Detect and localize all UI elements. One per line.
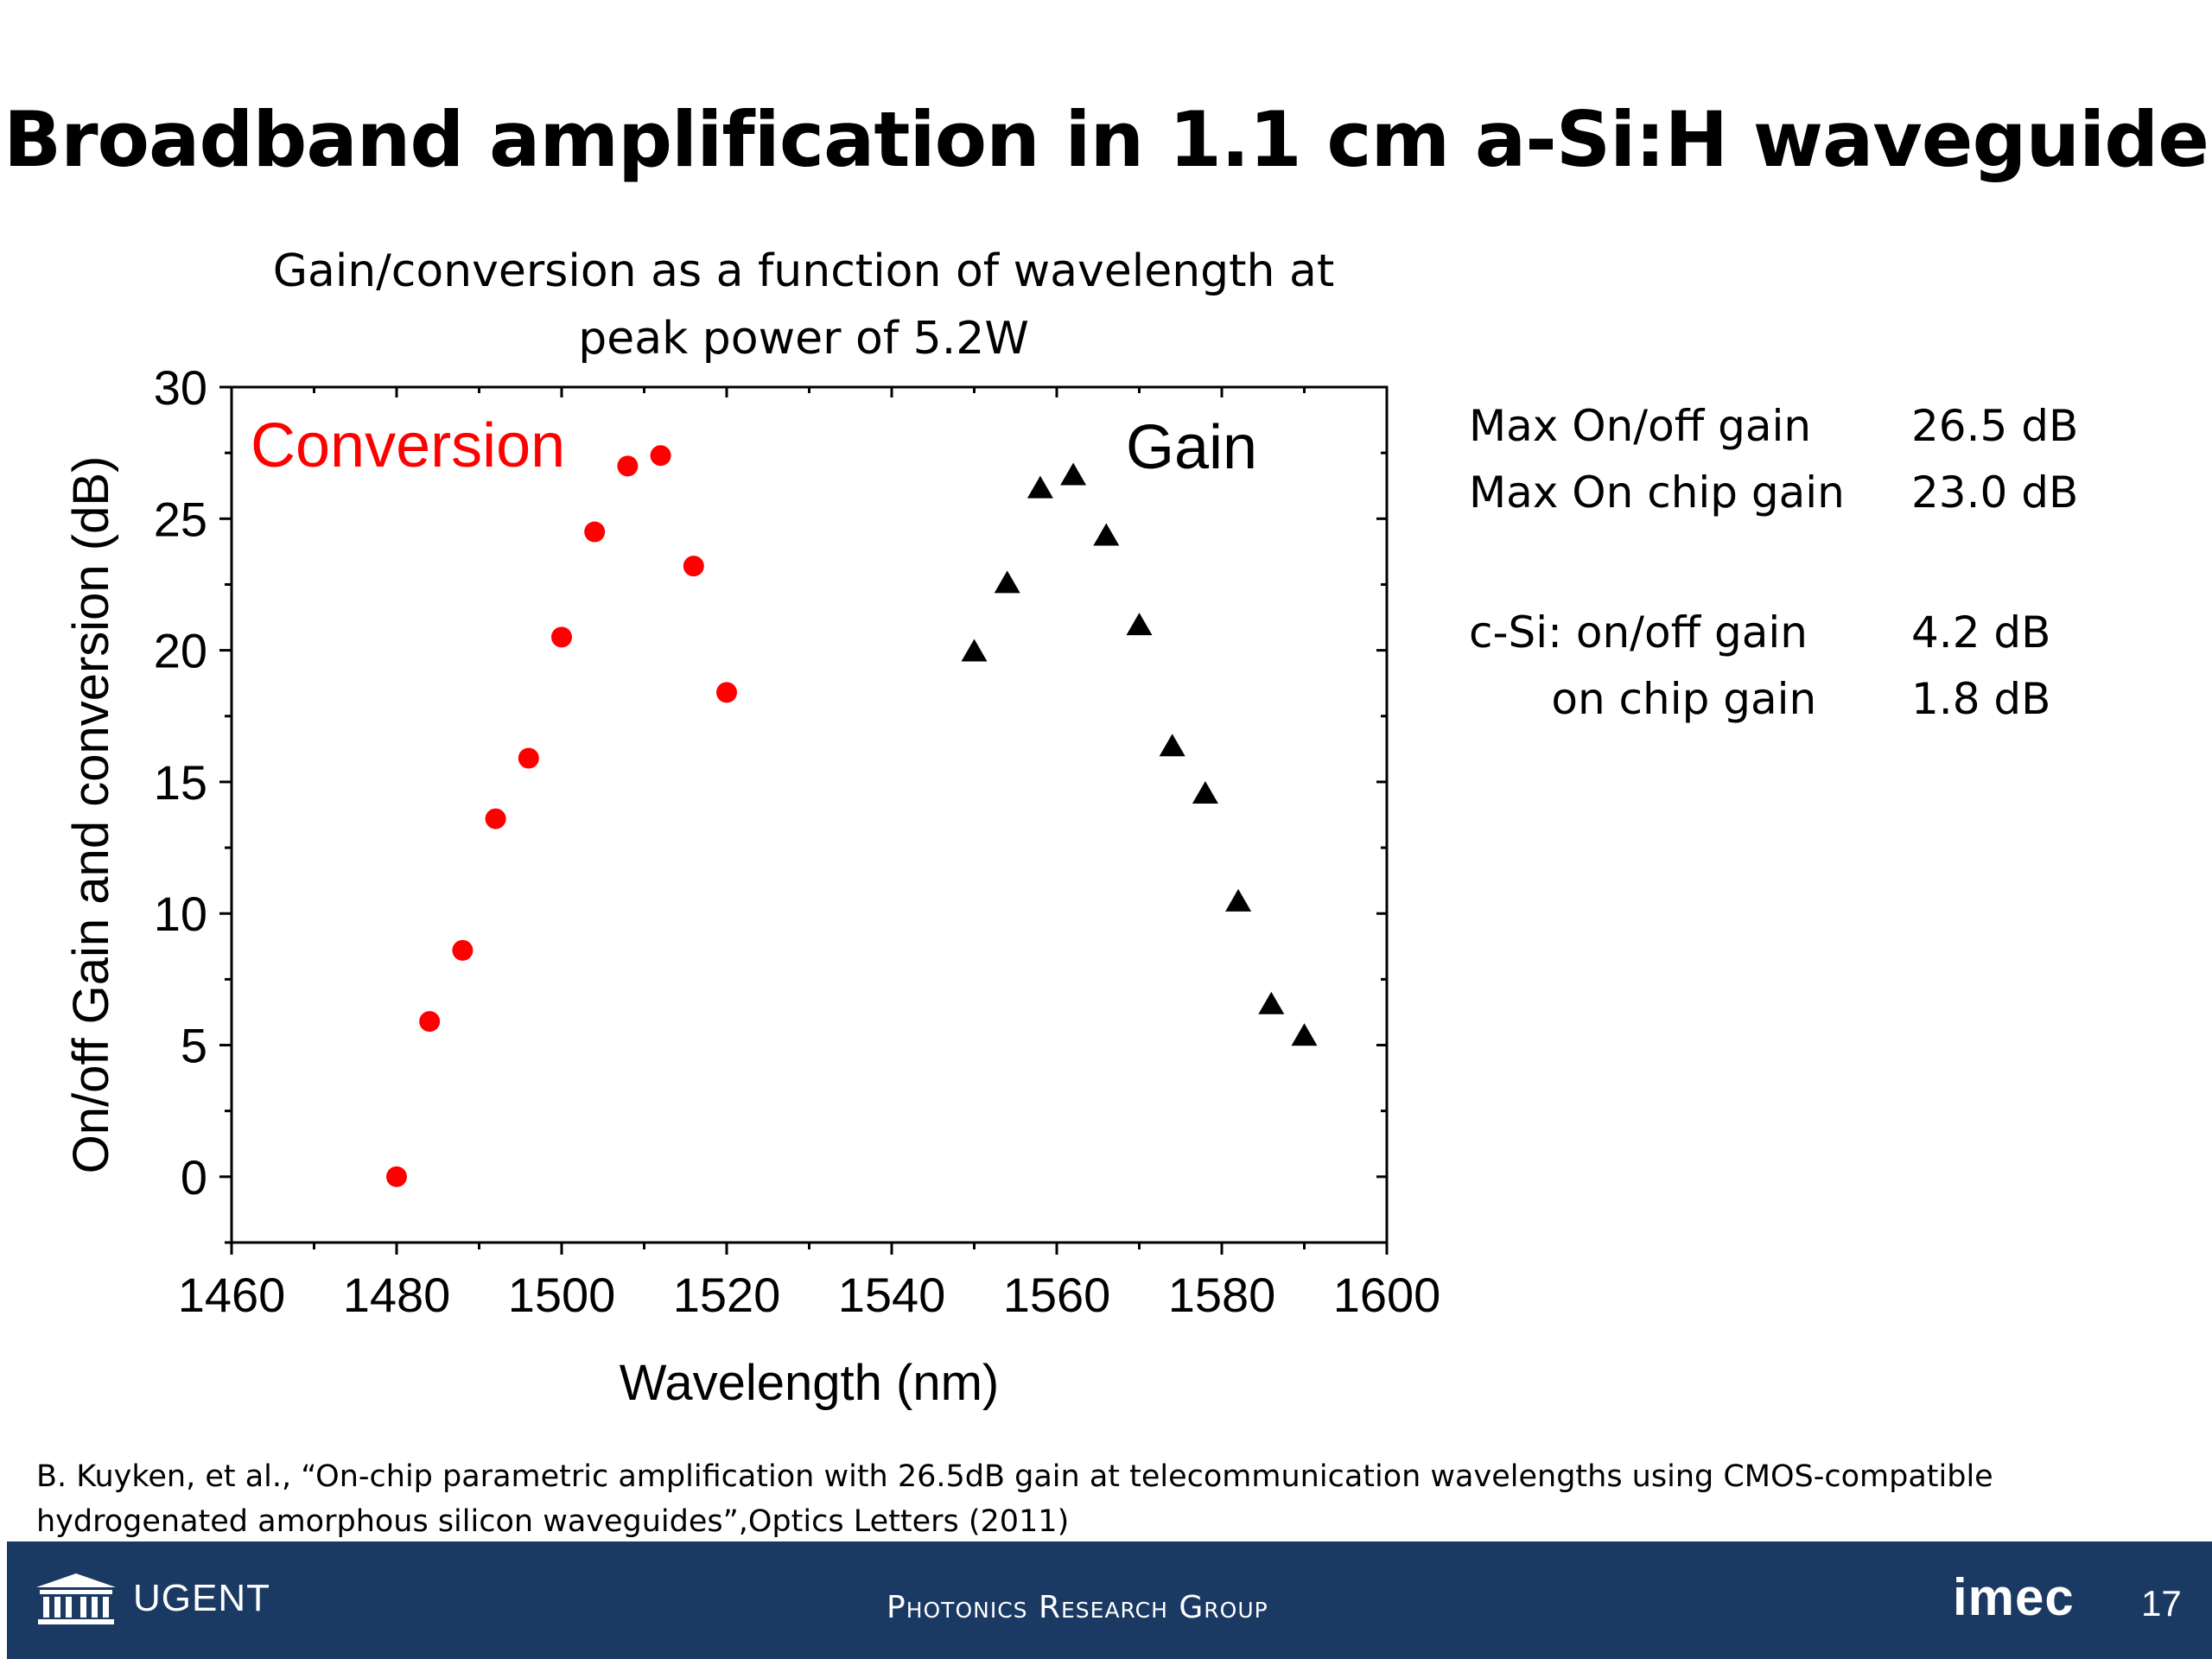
x-tick-label: 1480 [343, 1268, 451, 1322]
gain-point [961, 639, 988, 662]
stat-row-csi-onchip: on chip gain 1.8 dB [1469, 666, 2078, 733]
stat-label: c-Si: on/off gain [1469, 607, 1808, 658]
gain-stats: Max On/off gain 26.5 dB Max On chip gain… [1469, 393, 2078, 733]
stat-row-max-onoff: Max On/off gain 26.5 dB [1469, 393, 2078, 460]
slide-title: Broadband amplification in 1.1 cm a-Si:H… [3, 95, 2209, 184]
conversion-point [452, 939, 474, 961]
stat-value: 23.0 dB [1911, 467, 2079, 518]
gain-point [1192, 781, 1218, 804]
x-tick-label: 1560 [1003, 1268, 1111, 1322]
chart-title-line2: peak power of 5.2W [578, 313, 1029, 365]
series-label-gain: Gain [1126, 413, 1257, 482]
chart-title-line1: Gain/conversion as a function of wavelen… [272, 245, 1335, 297]
page-number: 17 [2141, 1583, 2182, 1624]
y-tick-label: 20 [154, 624, 207, 678]
stat-row-csi-onoff: c-Si: on/off gain 4.2 dB [1469, 600, 2078, 666]
y-tick-label: 25 [154, 492, 207, 546]
ugent-logo: UGENT [35, 1572, 270, 1625]
x-tick-label: 1580 [1168, 1268, 1276, 1322]
y-tick-label: 5 [181, 1019, 207, 1073]
conversion-point [551, 626, 572, 648]
gain-point [1258, 991, 1285, 1014]
stat-value: 1.8 dB [1911, 674, 2051, 724]
conversion-point [683, 556, 704, 577]
imec-logo: imec [1953, 1568, 2075, 1626]
x-tick-label: 1600 [1333, 1268, 1441, 1322]
conversion-point [419, 1011, 441, 1033]
y-tick-label: 10 [154, 887, 207, 941]
y-tick-label: 0 [181, 1150, 207, 1205]
stat-label: Max On chip gain [1469, 467, 1845, 518]
gain-point [1159, 734, 1185, 757]
group-name: Photonics Research Group [887, 1590, 1268, 1625]
reference-citation: B. Kuyken, et al., “On-chip parametric a… [36, 1454, 2162, 1544]
gain-point [994, 570, 1020, 594]
gain-point [1093, 523, 1120, 546]
y-tick-label: 30 [154, 360, 207, 415]
stat-label: on chip gain [1469, 674, 1817, 724]
x-tick-label: 1520 [673, 1268, 781, 1322]
gain-point [1027, 475, 1053, 499]
conversion-point [650, 445, 671, 467]
university-building-icon [36, 1573, 116, 1624]
conversion-point [617, 455, 639, 477]
gain-point [1291, 1023, 1318, 1046]
y-axis-label: On/off Gain and conversion (dB) [63, 456, 119, 1174]
reference-line1: B. Kuyken, et al., “On-chip parametric a… [36, 1459, 1993, 1494]
footer-bar: UGENT Photonics Research Group imec 17 [7, 1541, 2212, 1659]
conversion-point [518, 747, 539, 769]
reference-line2: hydrogenated amorphous silicon waveguide… [36, 1504, 1070, 1539]
stat-value: 4.2 dB [1911, 607, 2051, 658]
conversion-point [386, 1166, 407, 1187]
x-tick-label: 1540 [838, 1268, 946, 1322]
gain-point [1060, 462, 1087, 486]
conversion-point [485, 808, 506, 830]
gain-point [1126, 613, 1153, 636]
y-tick-label: 15 [154, 755, 207, 810]
university-name: UGENT [133, 1577, 270, 1619]
conversion-point [584, 521, 606, 543]
stat-row-max-onchip: Max On chip gain 23.0 dB [1469, 460, 2078, 526]
stat-value: 26.5 dB [1911, 401, 2079, 451]
stat-label: Max On/off gain [1469, 401, 1812, 451]
x-tick-label: 1460 [178, 1268, 286, 1322]
stat-spacer [1469, 526, 2078, 600]
conversion-point [716, 682, 737, 703]
plot-frame [230, 385, 1389, 1244]
series-label-conversion: Conversion [251, 411, 565, 480]
x-axis-label: Wavelength (nm) [620, 1355, 999, 1411]
chart-title: Gain/conversion as a function of wavelen… [225, 238, 1382, 372]
gain-point [1225, 888, 1252, 912]
scatter-chart: 1460 1480 1500 1520 1540 1560 1580 160005101520… [63, 360, 1441, 1411]
x-tick-label: 1500 [508, 1268, 616, 1322]
